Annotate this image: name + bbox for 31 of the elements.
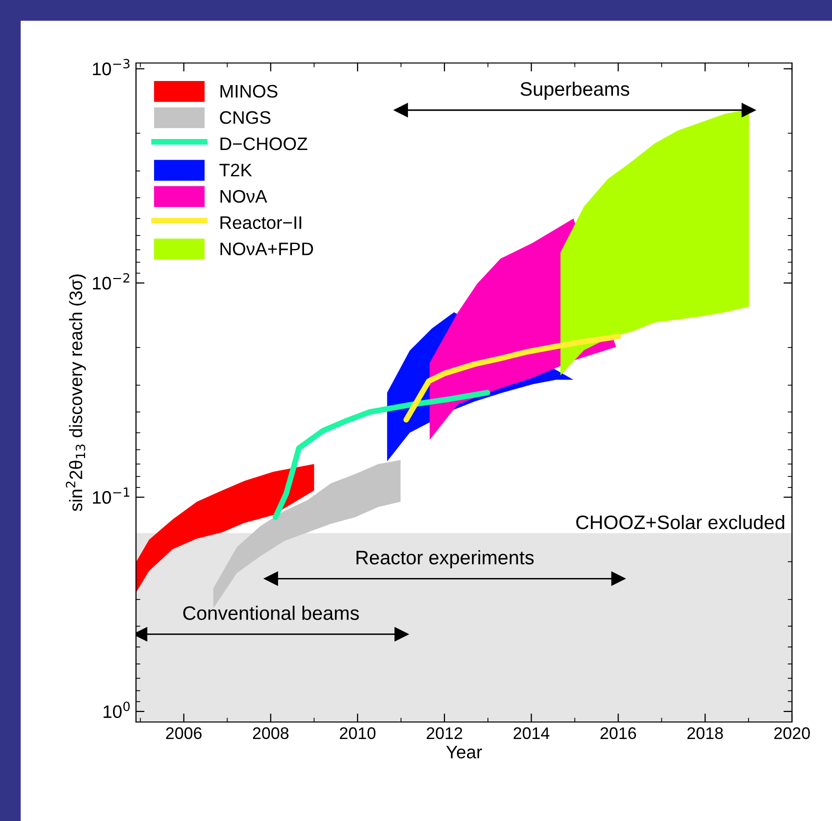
legend-label: D−CHOOZ <box>220 137 308 150</box>
x-tick-label: 2010 <box>340 727 376 740</box>
legend-label: MINOS <box>220 84 278 98</box>
x-axis-title: Year <box>446 746 482 758</box>
y-axis-title: sin$^{2}$2θ$_{13}$ discovery reach (3σ) <box>66 274 86 512</box>
x-tick-label: 2008 <box>252 727 288 740</box>
point <box>136 627 148 642</box>
annotation: Superbeams <box>520 82 630 100</box>
point <box>611 572 626 586</box>
legend-label: T2K <box>219 164 252 176</box>
x-tick-label: 2014 <box>514 727 550 740</box>
x-tick-label: 2016 <box>600 727 636 740</box>
x-tick-label: 2018 <box>687 727 723 740</box>
x-tick-label: 2012 <box>426 727 462 740</box>
y-tick-label: 10$^{−2}$ <box>92 273 130 290</box>
point <box>264 572 278 586</box>
point <box>394 627 408 642</box>
legend-label: NOνA <box>220 190 268 203</box>
legend-label: CNGS <box>220 111 270 124</box>
point <box>742 103 756 118</box>
annotation: Conventional beams <box>183 606 359 620</box>
point <box>394 103 408 118</box>
x-tick-label: 2006 <box>166 727 202 740</box>
legend-label: Reactor−II <box>220 216 302 230</box>
y-tick-label: 10$^{0}$ <box>104 702 130 718</box>
band-label: CHOOZ+Solar excluded <box>576 514 784 530</box>
annotation: Reactor experiments <box>356 550 534 568</box>
y-tick-label: 10$^{−3}$ <box>92 58 130 76</box>
y-tick-label: 10$^{−1}$ <box>92 488 130 504</box>
legend-label: NOνA+FPD <box>220 242 313 256</box>
x-tick-label: 2020 <box>774 727 810 740</box>
